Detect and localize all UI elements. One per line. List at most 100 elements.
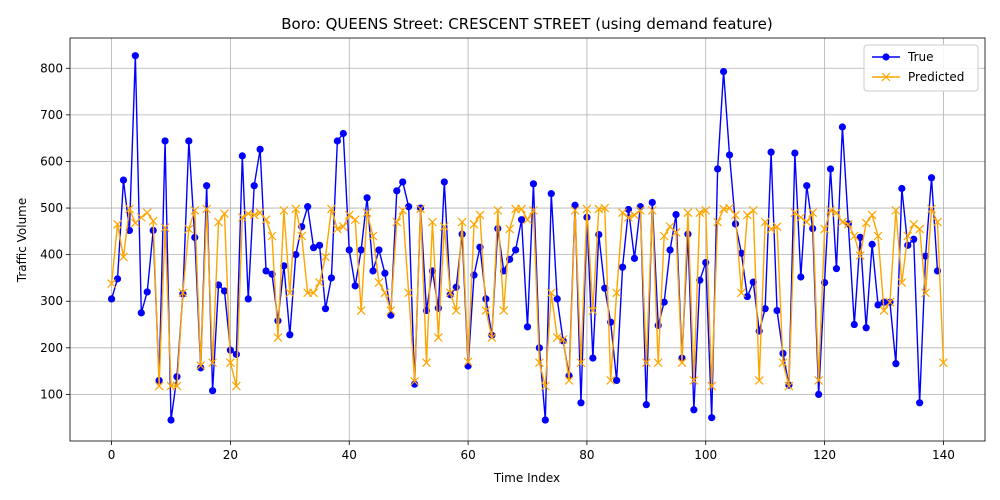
data-point-predicted	[588, 306, 598, 315]
data-point-predicted	[315, 278, 324, 288]
data-point-true	[482, 295, 490, 303]
chart-title: Boro: QUEENS Street: CRESCENT STREET (us…	[281, 15, 772, 33]
data-point-predicted	[778, 358, 788, 368]
data-point-predicted	[148, 216, 158, 226]
data-point-predicted	[885, 297, 895, 307]
data-point-predicted	[190, 205, 200, 215]
data-point-predicted	[772, 222, 782, 232]
data-point-true	[339, 129, 347, 138]
data-point-predicted	[802, 217, 812, 227]
data-point-true	[280, 262, 288, 270]
data-point-predicted	[124, 204, 134, 214]
data-point-true	[553, 295, 561, 303]
data-point-predicted	[671, 227, 681, 237]
data-point-predicted	[855, 251, 865, 260]
data-point-predicted	[582, 204, 592, 214]
x-tick-label: 120	[813, 448, 836, 462]
data-point-predicted	[927, 204, 936, 214]
data-point-predicted	[380, 288, 390, 298]
data-point-predicted	[107, 279, 117, 288]
y-tick-label: 600	[40, 154, 63, 168]
data-point-predicted	[837, 217, 847, 227]
data-point-predicted	[309, 288, 319, 298]
data-point-predicted	[903, 231, 913, 241]
legend-marker-true	[882, 53, 890, 61]
data-point-true	[262, 267, 270, 275]
data-point-predicted	[832, 208, 841, 218]
data-point-true	[714, 165, 722, 173]
data-point-predicted	[113, 219, 122, 229]
data-point-predicted	[416, 204, 425, 214]
data-point-predicted	[499, 306, 509, 315]
data-point-predicted	[909, 219, 919, 229]
data-point-true	[577, 399, 585, 407]
y-tick-label: 100	[40, 387, 63, 401]
data-point-predicted	[748, 205, 758, 215]
data-point-predicted	[160, 223, 170, 233]
x-tick-label: 0	[108, 448, 116, 462]
data-point-true	[363, 194, 371, 202]
data-point-true	[197, 364, 205, 372]
data-point-true	[648, 198, 656, 207]
data-point-predicted	[321, 252, 330, 262]
data-point-predicted	[849, 231, 859, 241]
data-point-true	[529, 180, 538, 188]
data-point-predicted	[214, 217, 223, 227]
data-point-true	[375, 246, 383, 254]
x-tick-label: 140	[932, 448, 955, 462]
data-point-predicted	[897, 278, 907, 288]
data-point-true	[815, 390, 823, 399]
data-point-true	[131, 52, 139, 60]
x-tick-label: 60	[460, 448, 475, 462]
data-point-true	[601, 284, 609, 292]
data-point-predicted	[618, 208, 627, 218]
data-point-predicted	[814, 376, 824, 385]
data-point-true	[672, 210, 680, 219]
data-point-true	[333, 137, 341, 145]
data-point-true	[791, 149, 799, 157]
data-point-true	[232, 350, 240, 358]
data-point-predicted	[178, 288, 188, 298]
data-point-predicted	[879, 306, 889, 315]
data-point-predicted	[641, 358, 651, 368]
data-point-true	[767, 148, 775, 156]
data-point-predicted	[647, 205, 657, 215]
data-point-predicted	[404, 288, 414, 298]
data-point-true	[214, 281, 223, 289]
data-point-true	[244, 295, 252, 303]
data-point-true	[595, 231, 603, 239]
data-point-true	[143, 288, 151, 296]
data-point-true	[803, 182, 811, 190]
data-point-true	[208, 387, 217, 395]
data-point-true	[898, 184, 906, 193]
data-point-predicted	[784, 381, 794, 391]
x-tick-label: 20	[223, 448, 238, 462]
data-point-predicted	[540, 381, 550, 391]
data-point-true	[274, 317, 282, 325]
data-point-true	[547, 190, 555, 198]
data-point-true	[369, 267, 377, 275]
x-tick-label: 100	[694, 448, 717, 462]
data-point-predicted	[285, 288, 295, 298]
data-point-predicted	[695, 208, 705, 218]
y-tick-label: 800	[40, 61, 63, 75]
data-point-predicted	[606, 376, 616, 385]
data-point-predicted	[843, 219, 853, 229]
data-point-true	[387, 311, 395, 319]
legend-label-predicted: Predicted	[908, 70, 964, 84]
data-point-predicted	[505, 224, 515, 234]
data-point-true	[630, 254, 639, 262]
data-point-predicted	[422, 358, 431, 368]
data-point-predicted	[279, 205, 289, 215]
data-point-predicted	[707, 381, 717, 391]
data-point-true	[440, 178, 448, 186]
data-point-predicted	[873, 231, 883, 241]
data-point-true	[684, 230, 692, 238]
data-point-true	[137, 309, 145, 317]
series-line-true	[110, 55, 939, 421]
data-point-predicted	[481, 306, 491, 315]
data-point-predicted	[861, 218, 871, 228]
data-point-predicted	[202, 204, 212, 214]
data-point-predicted	[428, 217, 437, 227]
data-point-predicted	[154, 381, 164, 391]
